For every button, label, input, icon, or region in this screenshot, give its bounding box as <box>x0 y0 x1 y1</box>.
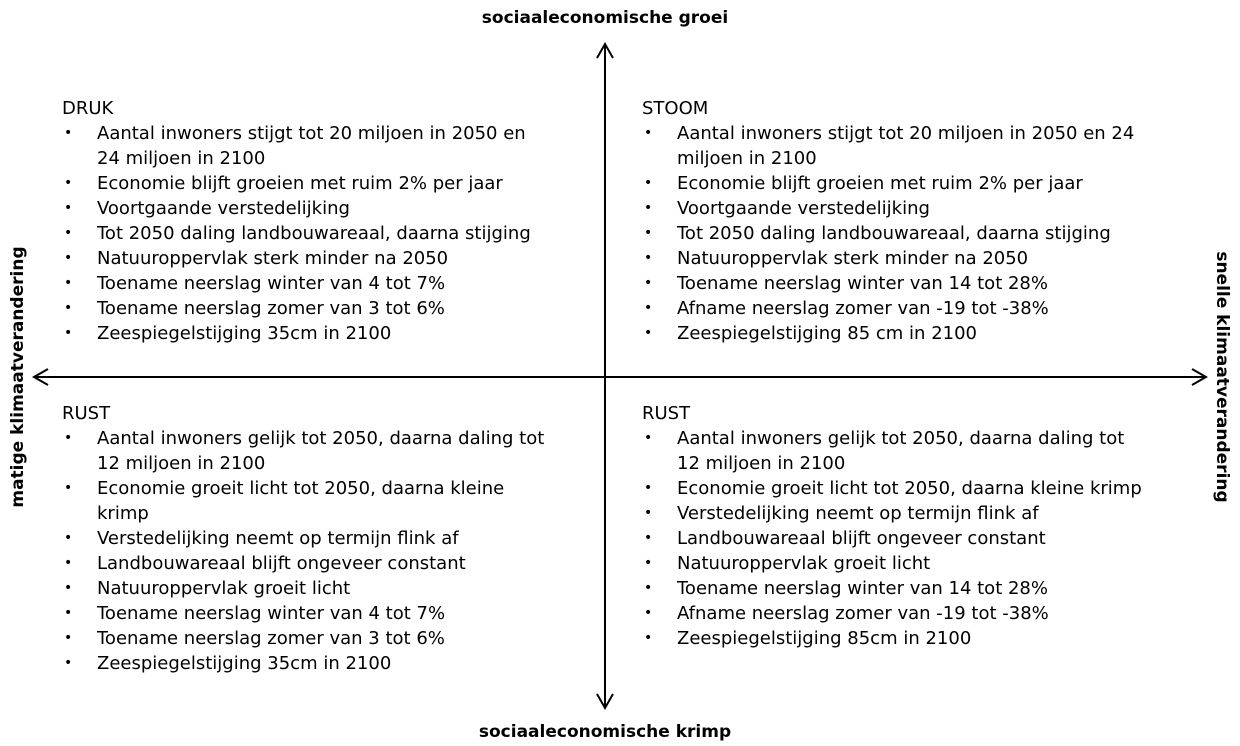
top-label: sociaaleconomische groei <box>481 8 729 28</box>
bullet-item: Economie groeit licht tot 2050, daarna k… <box>642 476 1152 501</box>
bullet-item: Toename neerslag winter van 4 tot 7% <box>62 271 552 296</box>
quadrant: RUSTAantal inwoners gelijk tot 2050, daa… <box>62 401 552 676</box>
bullet-item: Toename neerslag zomer van 3 tot 6% <box>62 296 552 321</box>
bullet-item: Landbouwareaal blijft ongeveer constant <box>642 526 1152 551</box>
quadrant-title: RUST <box>62 403 111 424</box>
bullet-item: Natuuroppervlak groeit licht <box>62 576 552 601</box>
arrow-left <box>31 368 49 386</box>
quadrant-title: STOOM <box>642 98 709 119</box>
bullet-list: Aantal inwoners gelijk tot 2050, daarna … <box>62 426 552 676</box>
bullet-item: Toename neerslag winter van 14 tot 28% <box>642 271 1152 296</box>
bullet-list: Aantal inwoners gelijk tot 2050, daarna … <box>642 426 1152 651</box>
bullet-list: Aantal inwoners stijgt tot 20 miljoen in… <box>642 121 1152 346</box>
bullet-item: Natuuroppervlak sterk minder na 2050 <box>62 246 552 271</box>
bullet-item: Economie blijft groeien met ruim 2% per … <box>642 171 1152 196</box>
left-label: matige klimaatverandering <box>8 246 28 508</box>
bullet-item: Tot 2050 daling landbouwareaal, daarna s… <box>62 221 552 246</box>
bullet-item: Zeespiegelstijging 35cm in 2100 <box>62 651 552 676</box>
bullet-item: Toename neerslag winter van 14 tot 28% <box>642 576 1152 601</box>
bullet-item: Verstedelijking neemt op termijn flink a… <box>62 526 552 551</box>
bullet-item: Voortgaande verstedelijking <box>642 196 1152 221</box>
bullet-item: Aantal inwoners stijgt tot 20 miljoen in… <box>642 121 1152 171</box>
quadrant-title: DRUK <box>62 98 114 119</box>
bullet-list: Aantal inwoners stijgt tot 20 miljoen in… <box>62 121 552 346</box>
bullet-item: Voortgaande verstedelijking <box>62 196 552 221</box>
bullet-item: Zeespiegelstijging 85 cm in 2100 <box>642 321 1152 346</box>
bullet-item: Tot 2050 daling landbouwareaal, daarna s… <box>642 221 1152 246</box>
bullet-item: Economie blijft groeien met ruim 2% per … <box>62 171 552 196</box>
arrow-up <box>596 41 614 59</box>
quadrant: RUSTAantal inwoners gelijk tot 2050, daa… <box>642 401 1152 651</box>
quadrant: STOOMAantal inwoners stijgt tot 20 miljo… <box>642 96 1152 346</box>
quadrant-title: RUST <box>642 403 691 424</box>
bullet-item: Natuuroppervlak sterk minder na 2050 <box>642 246 1152 271</box>
bullet-item: Zeespiegelstijging 85cm in 2100 <box>642 626 1152 651</box>
bullet-item: Afname neerslag zomer van -19 tot -38% <box>642 601 1152 626</box>
arrow-right <box>1191 368 1209 386</box>
bullet-item: Afname neerslag zomer van -19 tot -38% <box>642 296 1152 321</box>
bullet-item: Toename neerslag zomer van 3 tot 6% <box>62 626 552 651</box>
bullet-item: Economie groeit licht tot 2050, daarna k… <box>62 476 552 526</box>
arrow-down <box>596 693 614 711</box>
bullet-item: Zeespiegelstijging 35cm in 2100 <box>62 321 552 346</box>
bottom-label: sociaaleconomische krimp <box>478 722 732 742</box>
quadrant: DRUKAantal inwoners stijgt tot 20 miljoe… <box>62 96 552 346</box>
bullet-item: Toename neerslag winter van 4 tot 7% <box>62 601 552 626</box>
right-label: snelle klimaatverandering <box>1212 251 1232 503</box>
bullet-item: Aantal inwoners gelijk tot 2050, daarna … <box>62 426 552 476</box>
bullet-item: Verstedelijking neemt op termijn flink a… <box>642 501 1152 526</box>
bullet-item: Aantal inwoners gelijk tot 2050, daarna … <box>642 426 1152 476</box>
bullet-item: Natuuroppervlak groeit licht <box>642 551 1152 576</box>
bullet-item: Landbouwareaal blijft ongeveer constant <box>62 551 552 576</box>
bullet-item: Aantal inwoners stijgt tot 20 miljoen in… <box>62 121 552 171</box>
